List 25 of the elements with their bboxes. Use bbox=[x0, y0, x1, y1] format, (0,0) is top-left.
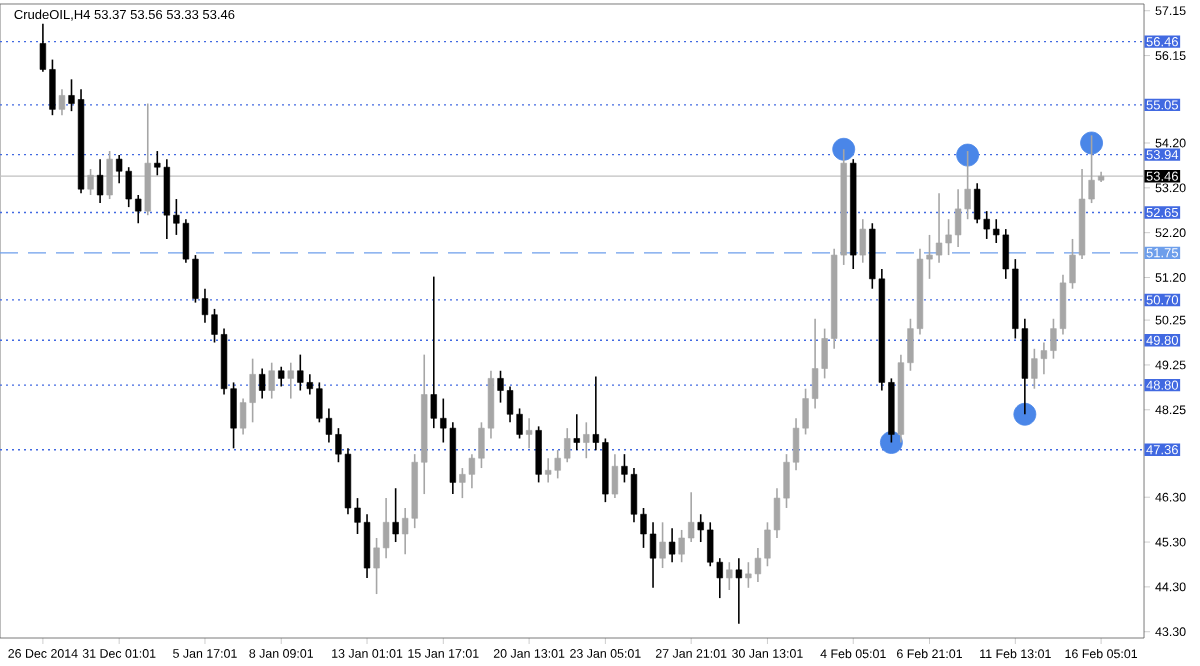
candlestick bbox=[144, 102, 151, 216]
candlestick bbox=[611, 453, 619, 499]
candlestick bbox=[96, 158, 104, 204]
candlestick bbox=[525, 417, 533, 450]
point bbox=[1080, 131, 1103, 155]
candlestick bbox=[668, 527, 676, 564]
candlestick bbox=[58, 88, 66, 116]
candlestick bbox=[726, 561, 733, 591]
candlestick bbox=[583, 421, 590, 459]
candlestick bbox=[287, 361, 294, 400]
candlestick bbox=[278, 365, 285, 388]
candlestick bbox=[573, 413, 580, 451]
candlestick bbox=[392, 487, 399, 543]
point bbox=[956, 143, 980, 167]
point bbox=[832, 137, 856, 161]
point bbox=[879, 431, 903, 454]
candlestick bbox=[87, 168, 94, 196]
candlestick bbox=[259, 367, 266, 400]
candlestick bbox=[735, 557, 742, 625]
candlestick bbox=[268, 361, 275, 400]
candlestick bbox=[659, 521, 666, 569]
point bbox=[1013, 402, 1037, 426]
candlestick bbox=[106, 150, 113, 200]
candlestick bbox=[535, 425, 542, 484]
candlestick bbox=[859, 218, 866, 264]
